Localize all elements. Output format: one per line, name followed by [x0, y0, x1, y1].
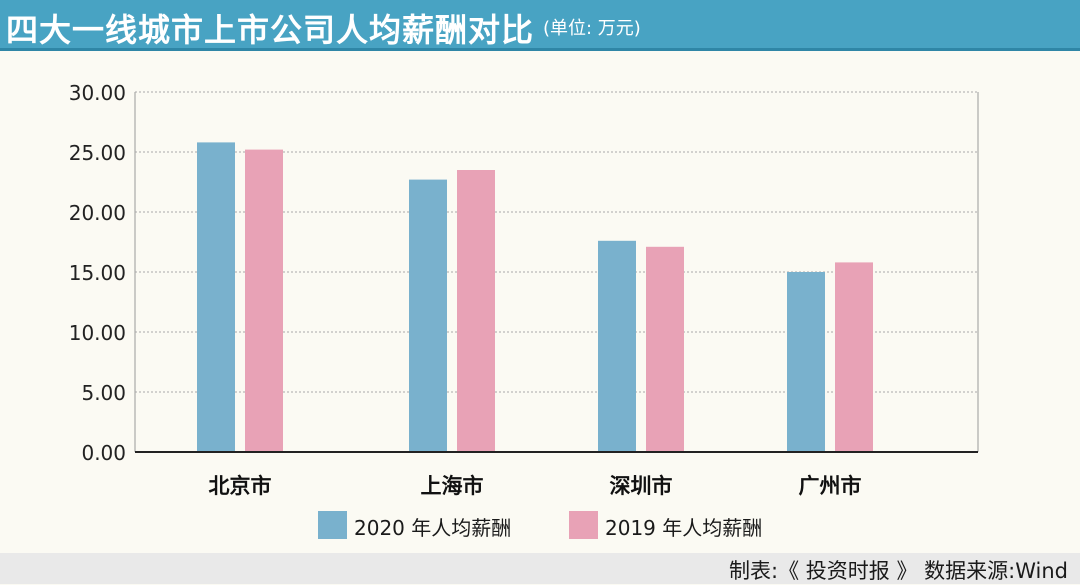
y-tick-label: 25.00 [69, 141, 126, 165]
bar-2020-2 [598, 240, 636, 451]
y-tick-label: 0.00 [81, 441, 126, 465]
y-tick-label: 30.00 [69, 81, 126, 105]
y-tick-label: 20.00 [69, 201, 126, 225]
y-tick-label: 5.00 [81, 381, 126, 405]
y-tick-label: 10.00 [69, 321, 126, 345]
bar-2020-1 [409, 179, 447, 451]
source-note: 制表:《 投资时报 》 数据来源:Wind [729, 559, 1068, 583]
x-tick-label: 深圳市 [610, 474, 673, 498]
bar-2019-0 [245, 149, 283, 451]
legend-label-2019: 2019 年人均薪酬 [605, 516, 763, 540]
footer-bar: 制表:《 投资时报 》 数据来源:Wind [0, 553, 1080, 584]
x-tick-label: 广州市 [799, 474, 862, 498]
legend-swatch-2019 [569, 511, 598, 539]
legend-swatch-2020 [318, 511, 347, 539]
legend-label-2020: 2020 年人均薪酬 [354, 516, 512, 540]
chart-title: 四大一线城市上市公司人均薪酬对比 [6, 11, 535, 49]
x-tick-label: 北京市 [209, 474, 272, 498]
x-tick-label: 上海市 [421, 474, 484, 498]
bar-chart: 0.00 5.00 10.00 15.00 20.00 25.00 30.00 北京市 上海市… [69, 81, 979, 498]
chart-unit: (单位: 万元) [543, 18, 641, 39]
y-tick-label: 15.00 [69, 261, 126, 285]
title-bar: 四大一线城市上市公司人均薪酬对比 (单位: 万元) [0, 0, 1080, 51]
title-bar-accent [0, 48, 1080, 51]
bar-2019-3 [835, 262, 873, 451]
bars [197, 142, 873, 451]
x-axis-labels: 北京市 上海市 深圳市 广州市 [209, 474, 862, 498]
bar-2019-2 [646, 246, 684, 451]
bar-2020-3 [787, 272, 825, 451]
y-axis-ticks: 0.00 5.00 10.00 15.00 20.00 25.00 30.00 [69, 81, 126, 465]
bar-2020-0 [197, 142, 235, 451]
bar-2019-1 [457, 170, 495, 451]
